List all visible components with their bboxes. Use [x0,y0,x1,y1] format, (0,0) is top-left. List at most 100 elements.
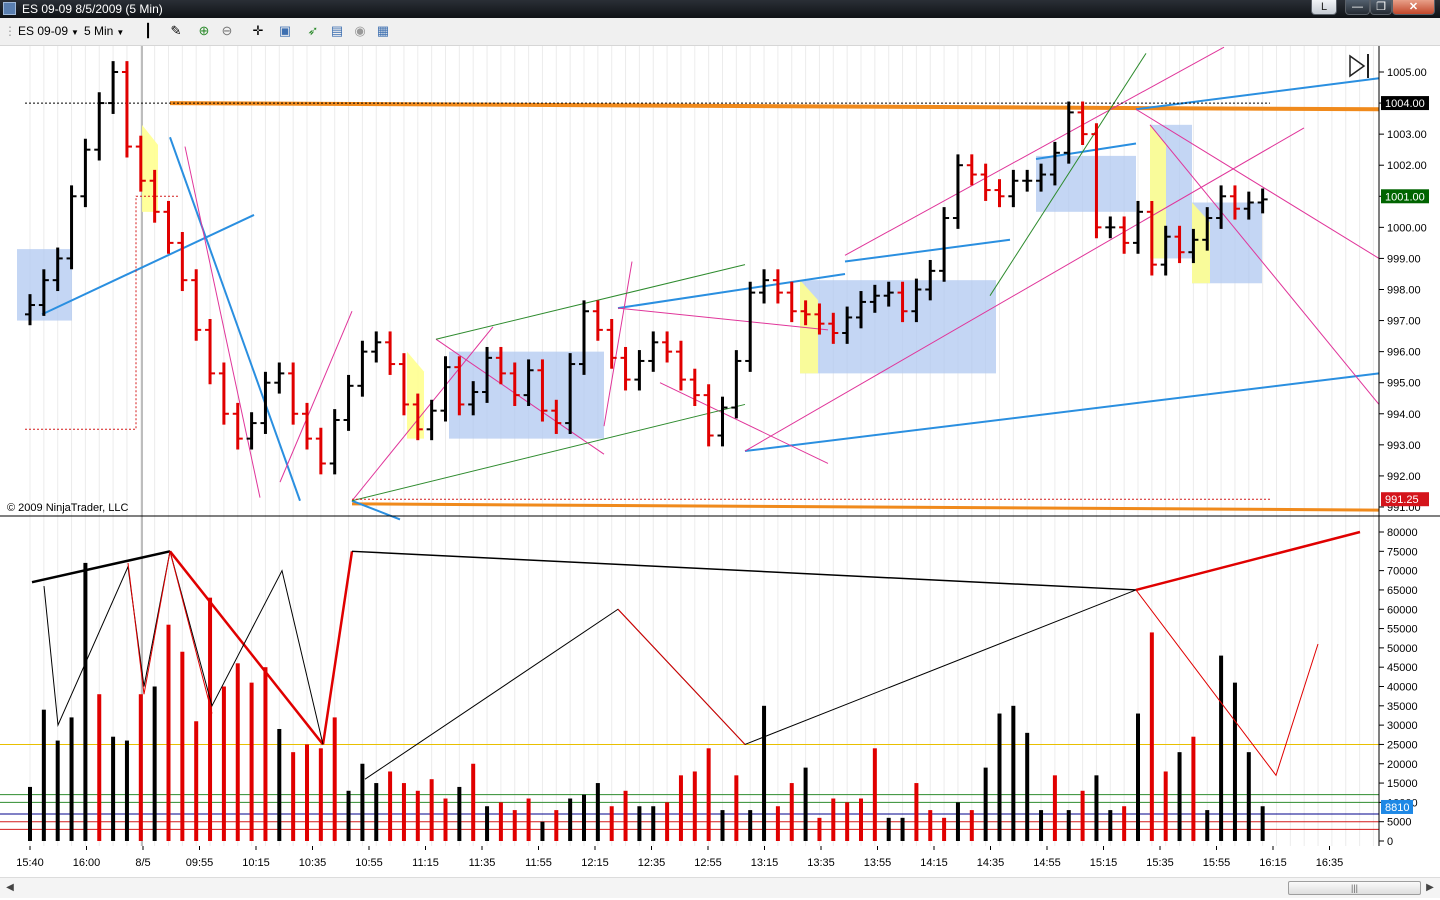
indicators-icon[interactable]: ▤ [330,23,344,38]
volume-tick-label: 75000 [1387,546,1418,558]
time-tick-label: 15:40 [16,857,44,869]
price-bar [1022,169,1033,192]
price-bars [25,61,1268,475]
price-bar [246,412,257,450]
volume-bar [540,821,545,841]
properties-icon[interactable]: ▣ [278,23,292,38]
price-bar [620,346,631,391]
minimize-button[interactable]: — [1345,0,1370,15]
strategies-icon[interactable]: ➶ [307,23,319,38]
volume-tick-label: 40000 [1387,682,1418,694]
trendline [659,382,829,464]
volume-bar [692,771,697,841]
volume-bar [803,767,808,841]
price-bar [191,269,202,341]
price-bar [509,362,520,407]
price-bar [1077,101,1088,146]
scroll-right-icon[interactable]: ▶ [1426,882,1434,893]
price-bar [759,269,770,304]
price-bar [814,303,825,335]
price-tick-label: 991.00 [1387,502,1421,514]
price-bar [856,291,866,329]
zoom-in-icon[interactable]: ⊕ [198,23,210,38]
volume-bar [457,786,462,841]
price-tick-label: 999.00 [1387,253,1421,265]
price-bar [662,331,673,363]
trendline [844,46,1225,256]
chart-area[interactable]: 1005.00 1004.00 1003.00 1002.00 1001.00 1000.… [0,46,1440,876]
zoom-out-icon[interactable]: ⊖ [221,23,233,38]
volume-tick-label: 70000 [1387,566,1418,578]
close-button[interactable]: ✕ [1392,0,1435,15]
price-bar [952,154,963,229]
volume-bar [374,783,379,841]
volume-bar [1052,775,1057,841]
volume-bar [512,810,517,841]
volume-bar [942,817,947,841]
price-bar [579,300,589,375]
price-bar [911,278,922,323]
price-tag-box [1381,189,1429,204]
price-bar [66,185,77,270]
trendline [351,326,494,502]
volume-bar [1191,736,1196,841]
profile-wedge [407,351,424,439]
price-tick-label: 993.00 [1387,440,1421,452]
axes: 1005.00 1004.00 1003.00 1002.00 1001.00 1000.… [16,67,1429,869]
volume-bar [1108,810,1113,841]
toolbar-grip-icon: ⋮ [4,24,16,38]
volume-bar [249,682,254,841]
price-tick-label: 1003.00 [1387,129,1427,141]
volume-bar [900,817,905,841]
price-bar [717,396,728,447]
price-bar [108,61,119,114]
chevron-down-icon: ▼ [116,28,125,37]
price-bar [994,179,1005,208]
scroll-left-icon[interactable]: ◀ [6,882,14,893]
time-tick-label: 16:00 [73,857,101,869]
bar-type-icon[interactable]: ┃ [144,23,152,38]
instrument-selector[interactable]: ES 09-09 ▼ [18,24,79,38]
price-bar [551,399,562,434]
consolidation-boxes [17,124,1262,439]
volume-bar [1163,771,1168,841]
price-bar [440,356,451,422]
time-tick-label: 12:15 [581,857,609,869]
price-bar [1119,216,1130,254]
price-bar [897,281,908,323]
time-tick-label: 15:55 [1203,857,1231,869]
volume-bar [111,736,116,841]
volume-bar [734,775,739,841]
time-tick-label: 11:15 [412,857,439,869]
drawing-tool-icon[interactable]: ✎ [170,23,182,38]
horizontal-scrollbar[interactable]: ◀ ||| ▶ [0,877,1440,898]
volume-bar [1149,632,1154,841]
volume-bar [983,767,988,841]
data-series-icon[interactable]: ◉ [354,23,366,38]
volume-bar [1025,732,1030,841]
trendline [435,338,605,455]
price-bar [689,368,700,407]
volume-bar [415,790,420,841]
time-tick-label: 09:55 [186,857,214,869]
crosshair-icon[interactable]: ✛ [252,23,264,38]
scroll-thumb[interactable]: ||| [1288,881,1421,895]
chart-table-icon[interactable]: ▦ [376,23,390,38]
volume-bar [997,713,1002,841]
price-bar [385,331,396,375]
scroll-to-end-icon[interactable] [1349,54,1369,78]
interval-label: 5 Min [84,24,114,38]
volume-bar [568,798,573,841]
volume-tick-label: 30000 [1387,720,1418,732]
volume-bar [332,717,337,841]
maximize-button[interactable]: ❐ [1370,0,1392,15]
volume-bar [97,694,102,841]
time-tick-label: 13:35 [807,857,835,869]
price-bar [883,281,894,307]
volume-tag-label: 8810 [1385,802,1409,814]
interval-selector[interactable]: 5 Min ▼ [84,24,124,38]
price-bar [1146,200,1157,276]
trendline [169,136,301,502]
link-button[interactable]: L [1311,0,1337,15]
price-bar [648,331,659,372]
